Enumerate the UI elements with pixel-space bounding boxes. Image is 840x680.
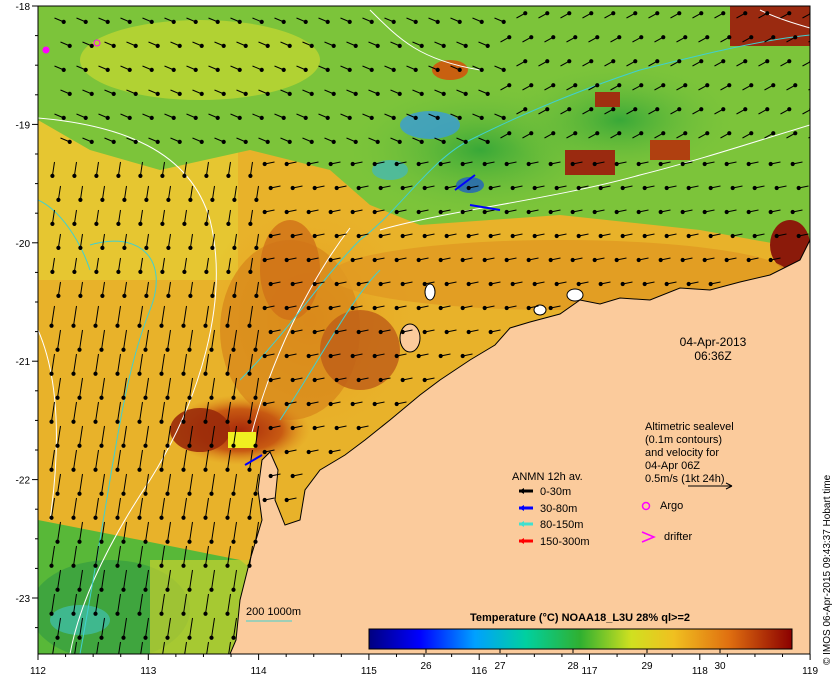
legend-argo: Argo xyxy=(660,500,683,512)
colorbar-tick-label: 30 xyxy=(714,661,726,672)
legend-title: ANMN 12h av. xyxy=(512,471,583,483)
latitude-axis: -18 -19 -20 -21 -22 -23 xyxy=(16,2,38,629)
legend-item-0-30m: 0-30m xyxy=(540,486,571,498)
colorbar-title: Temperature (°C) NOAA18_L3U 28% ql>=2 xyxy=(470,612,690,624)
lat-tick-label: -20 xyxy=(16,239,31,250)
lon-tick-label: 115 xyxy=(361,666,377,677)
lon-tick-label: 114 xyxy=(251,666,267,677)
timestamp-time: 06:36Z xyxy=(694,349,731,363)
anmn-legend: ANMN 12h av. 0-30m 30-80m 80-150m 150-30… xyxy=(512,471,692,548)
colorbar xyxy=(368,628,793,650)
altimetry-line-1: Altimetric sealevel xyxy=(645,421,734,433)
longitude-axis: 112 113 114 115 116 117 118 119 xyxy=(30,654,819,677)
credit: © IMOS 06-Apr-2015 09:43:37 Hobart time xyxy=(822,474,833,665)
lat-tick-label: -18 xyxy=(16,2,31,13)
depth-contour-label: 200 1000m xyxy=(246,606,301,618)
current-vectors xyxy=(49,11,810,654)
lon-tick-label: 113 xyxy=(140,666,156,677)
lon-tick-label: 118 xyxy=(692,666,708,677)
colorbar-tick-label: 29 xyxy=(641,661,653,672)
lat-tick-label: -23 xyxy=(16,594,31,605)
legend-drifter: drifter xyxy=(664,531,692,543)
altimetry-note: Altimetric sealevel (0.1m contours) and … xyxy=(645,421,734,490)
lon-tick-label: 112 xyxy=(30,666,46,677)
colorbar-tick-label: 26 xyxy=(420,661,432,672)
lat-tick-label: -22 xyxy=(16,476,31,487)
legend-item-150-300m: 150-300m xyxy=(540,536,590,548)
lat-tick-label: -19 xyxy=(16,120,31,131)
legend-item-80-150m: 80-150m xyxy=(540,519,583,531)
argo-icon xyxy=(641,501,651,511)
legend-item-30-80m: 30-80m xyxy=(540,503,577,515)
colorbar-tick-label: 27 xyxy=(494,661,506,672)
timestamp-date: 04-Apr-2013 xyxy=(680,335,747,349)
altimetry-line-2: (0.1m contours) xyxy=(645,434,722,446)
altimetry-line-4: 04-Apr 06Z xyxy=(645,460,700,472)
colorbar-ticks: 26 27 28 29 30 xyxy=(420,649,726,672)
lat-tick-label: -21 xyxy=(16,357,31,368)
lon-tick-label: 116 xyxy=(471,666,487,677)
plot-area xyxy=(38,6,810,654)
altimetry-line-3: and velocity for xyxy=(645,447,719,459)
colorbar-tick-label: 28 xyxy=(567,661,579,672)
drifter-icon xyxy=(641,531,656,543)
lon-tick-label: 119 xyxy=(802,666,818,677)
altimetry-line-5: 0.5m/s (1kt 24h) xyxy=(645,473,724,485)
lon-tick-label: 117 xyxy=(582,666,598,677)
